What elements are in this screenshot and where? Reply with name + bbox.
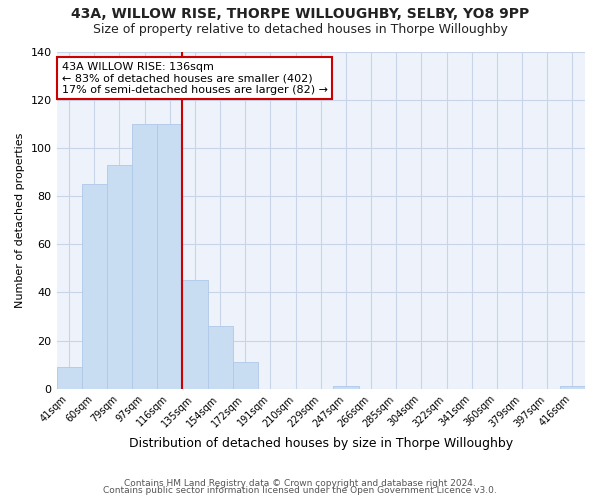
- Text: Contains public sector information licensed under the Open Government Licence v3: Contains public sector information licen…: [103, 486, 497, 495]
- Bar: [560, 386, 585, 389]
- Bar: [334, 386, 359, 389]
- Text: 43A WILLOW RISE: 136sqm
← 83% of detached houses are smaller (402)
17% of semi-d: 43A WILLOW RISE: 136sqm ← 83% of detache…: [62, 62, 328, 95]
- Bar: [132, 124, 157, 389]
- Bar: [107, 165, 132, 389]
- Text: Size of property relative to detached houses in Thorpe Willoughby: Size of property relative to detached ho…: [92, 22, 508, 36]
- Bar: [56, 367, 82, 389]
- Y-axis label: Number of detached properties: Number of detached properties: [15, 132, 25, 308]
- X-axis label: Distribution of detached houses by size in Thorpe Willoughby: Distribution of detached houses by size …: [129, 437, 513, 450]
- Text: 43A, WILLOW RISE, THORPE WILLOUGHBY, SELBY, YO8 9PP: 43A, WILLOW RISE, THORPE WILLOUGHBY, SEL…: [71, 8, 529, 22]
- Bar: [182, 280, 208, 389]
- Bar: [157, 124, 182, 389]
- Bar: [82, 184, 107, 389]
- Bar: [233, 362, 258, 389]
- Text: Contains HM Land Registry data © Crown copyright and database right 2024.: Contains HM Land Registry data © Crown c…: [124, 478, 476, 488]
- Bar: [208, 326, 233, 389]
